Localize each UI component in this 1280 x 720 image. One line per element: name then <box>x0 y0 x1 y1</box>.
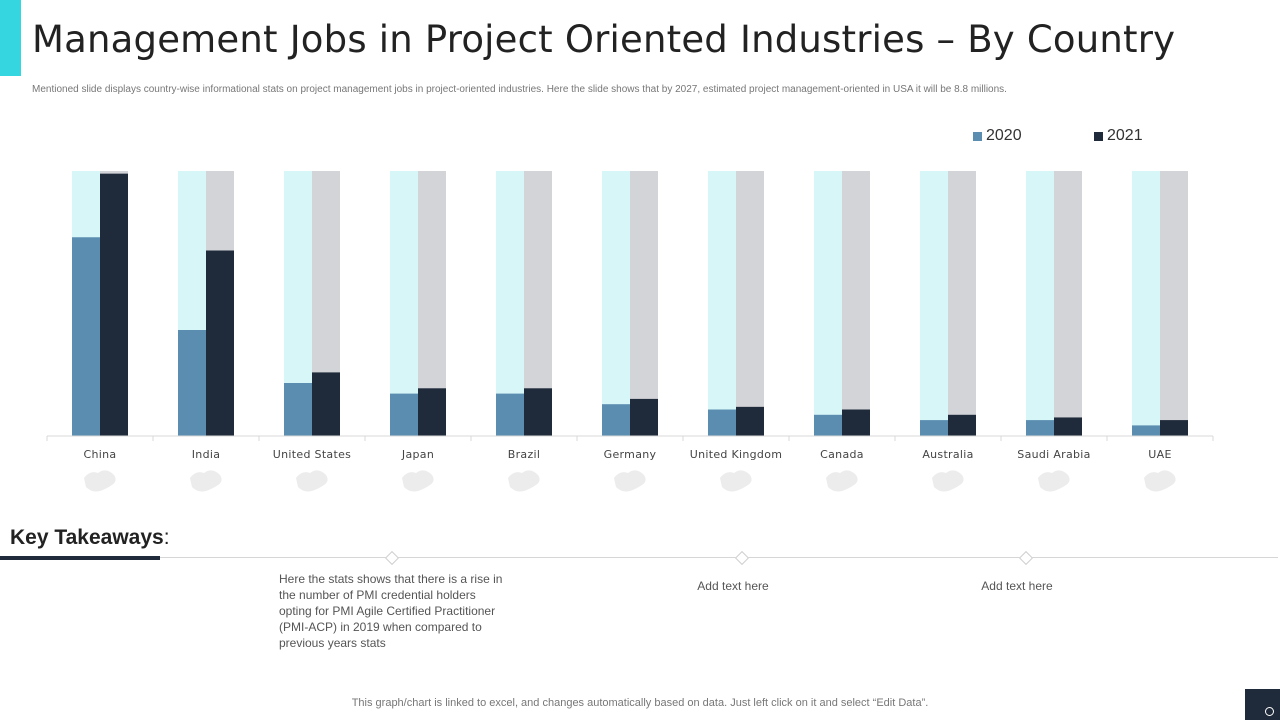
country-map-icon-germany <box>614 470 646 492</box>
legend-2020-swatch <box>973 131 982 141</box>
bar-bg-2020-japan <box>390 171 418 436</box>
category-label-united-kingdom: United Kingdom <box>690 448 783 461</box>
bar-2020-united-kingdom[interactable] <box>708 409 736 437</box>
bar-2020-germany[interactable] <box>602 404 630 436</box>
page-subtitle: Mentioned slide displays country-wise in… <box>32 84 1007 95</box>
bar-2020-japan[interactable] <box>390 393 418 436</box>
bar-2021-australia[interactable] <box>948 414 976 436</box>
title-accent-bar <box>0 0 21 76</box>
takeaways-divider <box>0 557 1278 558</box>
bar-2021-china[interactable] <box>100 173 128 436</box>
bar-chart[interactable]: China India United States Japan Brazil German… <box>0 0 1280 520</box>
bar-bg-2020-canada <box>814 171 842 436</box>
legend-2021-label: 2021 <box>1107 127 1143 144</box>
bar-2020-australia[interactable] <box>920 420 948 436</box>
takeaway-marker-1 <box>384 550 400 566</box>
category-label-japan: Japan <box>401 448 434 461</box>
category-label-australia: Australia <box>922 448 973 461</box>
bar-bg-2020-saudi-arabia <box>1026 171 1054 436</box>
takeaway-marker-2 <box>734 550 750 566</box>
bar-2020-china[interactable] <box>72 237 100 436</box>
category-label-india: India <box>192 448 221 461</box>
bar-2021-united-kingdom[interactable] <box>736 406 764 436</box>
bar-2021-germany[interactable] <box>630 398 658 436</box>
key-takeaways-heading: Key Takeaways: <box>10 526 170 550</box>
bar-2021-india[interactable] <box>206 250 234 437</box>
bar-2020-canada[interactable] <box>814 414 842 436</box>
bar-2021-uae[interactable] <box>1160 420 1188 436</box>
category-label-saudi-arabia: Saudi Arabia <box>1017 448 1090 461</box>
takeaway-marker-3 <box>1018 550 1034 566</box>
country-map-icon-china <box>84 470 116 492</box>
country-map-icon-uae <box>1144 470 1176 492</box>
takeaway-placeholder-2[interactable]: Add text here <box>697 579 769 593</box>
country-map-icon-india <box>190 470 222 492</box>
bar-2021-united-states[interactable] <box>312 372 340 436</box>
bar-bg-2020-brazil <box>496 171 524 436</box>
bar-2020-united-states[interactable] <box>284 383 312 436</box>
bar-bg-2021-united-kingdom <box>736 171 764 436</box>
takeaway-placeholder-3[interactable]: Add text here <box>981 579 1053 593</box>
country-map-icon-japan <box>402 470 434 492</box>
bar-2020-saudi-arabia[interactable] <box>1026 420 1054 436</box>
country-map-icon-united-states <box>296 470 328 492</box>
bar-2021-japan[interactable] <box>418 388 446 436</box>
category-label-china: China <box>84 448 117 461</box>
legend-2021-swatch <box>1094 131 1103 141</box>
category-label-germany: Germany <box>604 448 657 461</box>
bar-bg-2020-uae <box>1132 171 1160 436</box>
country-map-icon-united-kingdom <box>720 470 752 492</box>
key-takeaways-colon: : <box>163 526 170 549</box>
bar-2020-uae[interactable] <box>1132 425 1160 436</box>
legend-2021: 2021 <box>1094 126 1143 146</box>
legend-2020-label: 2020 <box>986 127 1022 144</box>
bar-bg-2020-germany <box>602 171 630 436</box>
country-map-icon-canada <box>826 470 858 492</box>
country-map-icon-brazil <box>508 470 540 492</box>
bar-bg-2021-uae <box>1160 171 1188 436</box>
bar-bg-2021-australia <box>948 171 976 436</box>
country-map-icon-australia <box>932 470 964 492</box>
bar-bg-2021-saudi-arabia <box>1054 171 1082 436</box>
bar-bg-2021-germany <box>630 171 658 436</box>
legend-2020: 2020 <box>973 126 1022 146</box>
bar-bg-2020-united-kingdom <box>708 171 736 436</box>
category-label-united-states: United States <box>273 448 351 461</box>
key-takeaways-heading-text: Key Takeaways <box>10 526 164 549</box>
search-icon <box>1265 707 1274 716</box>
takeaway-main-text[interactable]: Here the stats shows that there is a ris… <box>279 572 503 650</box>
category-label-brazil: Brazil <box>508 448 541 461</box>
corner-search-box <box>1245 689 1280 720</box>
bar-bg-2021-canada <box>842 171 870 436</box>
bar-bg-2020-australia <box>920 171 948 436</box>
category-label-uae: UAE <box>1148 448 1171 461</box>
takeaways-underline <box>0 556 160 560</box>
category-label-canada: Canada <box>820 448 864 461</box>
bar-2020-brazil[interactable] <box>496 393 524 436</box>
footer-note: This graph/chart is linked to excel, and… <box>351 697 929 709</box>
bar-2021-brazil[interactable] <box>524 388 552 436</box>
bar-2021-canada[interactable] <box>842 409 870 437</box>
page-title: Management Jobs in Project Oriented Indu… <box>32 18 1176 61</box>
country-map-icon-saudi-arabia <box>1038 470 1070 492</box>
bar-2020-india[interactable] <box>178 330 206 436</box>
bar-2021-saudi-arabia[interactable] <box>1054 417 1082 436</box>
